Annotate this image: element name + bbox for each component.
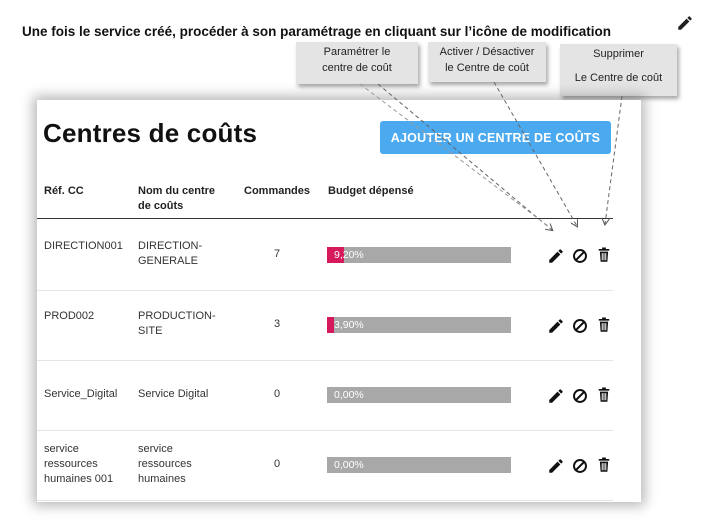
cell-name-line: humaines — [138, 472, 186, 485]
cell-orders: 0 — [273, 388, 281, 400]
cell-name: service ressources humaines — [138, 442, 238, 487]
callout-configure-line-1: Paramétrer le — [323, 46, 391, 58]
pencil-icon[interactable] — [547, 387, 565, 405]
pencil-icon[interactable] — [547, 317, 565, 335]
cell-ref-line: DIRECTION001 — [44, 240, 123, 252]
callout-toggle-line-2: le Centre de coût — [445, 62, 529, 74]
header-divider — [37, 218, 613, 219]
callout-configure-line-2: centre de coût — [322, 62, 392, 74]
cell-ref-line: ressources — [44, 457, 98, 470]
budget-label: 0,00% — [334, 459, 364, 471]
budget-bar: 0,00% — [327, 457, 511, 473]
cell-name-line: ressources — [138, 457, 192, 470]
budget-bar-fill — [327, 317, 335, 333]
cell-name-line: SITE — [138, 325, 163, 337]
budget-label: 0,00% — [334, 389, 364, 401]
table-row: Service_Digital Service Digital 0 0,00% — [37, 360, 613, 431]
cell-name: Service Digital — [138, 387, 238, 402]
callout-toggle-line-1: Activer / Désactiver — [439, 46, 535, 58]
cell-name-line: GENERALE — [138, 255, 198, 267]
table-row: service ressources humaines 001 service ress… — [37, 430, 613, 501]
cell-ref-line: humaines 001 — [44, 472, 114, 485]
ban-icon[interactable] — [571, 317, 589, 335]
cell-name-line: service — [138, 442, 173, 455]
cell-name: DIRECTION- GENERALE — [138, 239, 238, 269]
ban-icon[interactable] — [571, 387, 589, 405]
ban-icon[interactable] — [571, 247, 589, 265]
header-name: Nom du centre de coûts — [138, 184, 215, 214]
cell-ref: PROD002 — [44, 309, 134, 324]
trash-icon[interactable] — [595, 316, 613, 334]
cell-name-line: DIRECTION- — [138, 240, 203, 252]
instruction-text: Une fois le service créé, procéder à son… — [22, 24, 611, 39]
instruction-part-2: de modification — [511, 24, 611, 39]
trash-icon[interactable] — [595, 246, 613, 264]
cell-ref: service ressources humaines 001 — [44, 442, 134, 487]
cell-ref: DIRECTION001 — [44, 239, 134, 254]
trash-icon[interactable] — [595, 456, 613, 474]
callout-configure: Paramétrer le centre de coût — [296, 42, 418, 84]
pencil-icon[interactable] — [547, 457, 565, 475]
table-row: PROD002 PRODUCTION- SITE 3 3,90% — [37, 290, 613, 361]
instruction-part-1: Une fois le service créé, procéder à son… — [22, 24, 512, 39]
table-row: DIRECTION001 DIRECTION- GENERALE 7 9,20% — [37, 220, 613, 291]
callout-delete: Supprimer Le Centre de coût — [560, 44, 677, 96]
header-name-line-1: Nom du centre — [138, 185, 216, 197]
cell-orders: 7 — [273, 248, 281, 260]
budget-bar: 3,90% — [327, 317, 511, 333]
header-orders: Commandes — [244, 185, 311, 197]
cell-orders: 0 — [273, 458, 281, 470]
cell-name-line: Service Digital — [138, 387, 209, 400]
page-title: Centres de coûts — [43, 118, 258, 148]
budget-label: 3,90% — [334, 319, 364, 331]
budget-label: 9,20% — [334, 249, 364, 261]
callout-toggle: Activer / Désactiver le Centre de coût — [428, 42, 546, 82]
cell-ref-line: PROD002 — [44, 310, 95, 322]
budget-bar: 0,00% — [327, 387, 511, 403]
pencil-icon[interactable] — [547, 247, 565, 265]
pencil-icon — [676, 14, 694, 32]
cell-orders: 3 — [273, 318, 281, 330]
ban-icon[interactable] — [571, 457, 589, 475]
trash-icon[interactable] — [595, 386, 613, 404]
callout-delete-line-1: Supprimer — [593, 48, 644, 60]
add-cost-center-button[interactable]: AJOUTER UN CENTRE DE COÛTS — [380, 121, 611, 154]
cell-name: PRODUCTION- SITE — [138, 309, 238, 339]
callout-delete-line-2: Le Centre de coût — [574, 72, 663, 84]
cell-ref: Service_Digital — [44, 387, 134, 402]
header-budget: Budget dépensé — [328, 185, 414, 197]
cost-centers-panel: Centres de coûts AJOUTER UN CENTRE DE CO… — [37, 100, 641, 502]
budget-bar-fill — [327, 247, 344, 263]
cell-name-line: PRODUCTION- — [138, 310, 216, 322]
budget-bar: 9,20% — [327, 247, 511, 263]
cell-ref-line: Service_Digital — [44, 387, 118, 400]
header-ref: Réf. CC — [44, 185, 84, 197]
header-name-line-2: de coûts — [138, 200, 184, 212]
cell-ref-line: service — [44, 442, 79, 455]
